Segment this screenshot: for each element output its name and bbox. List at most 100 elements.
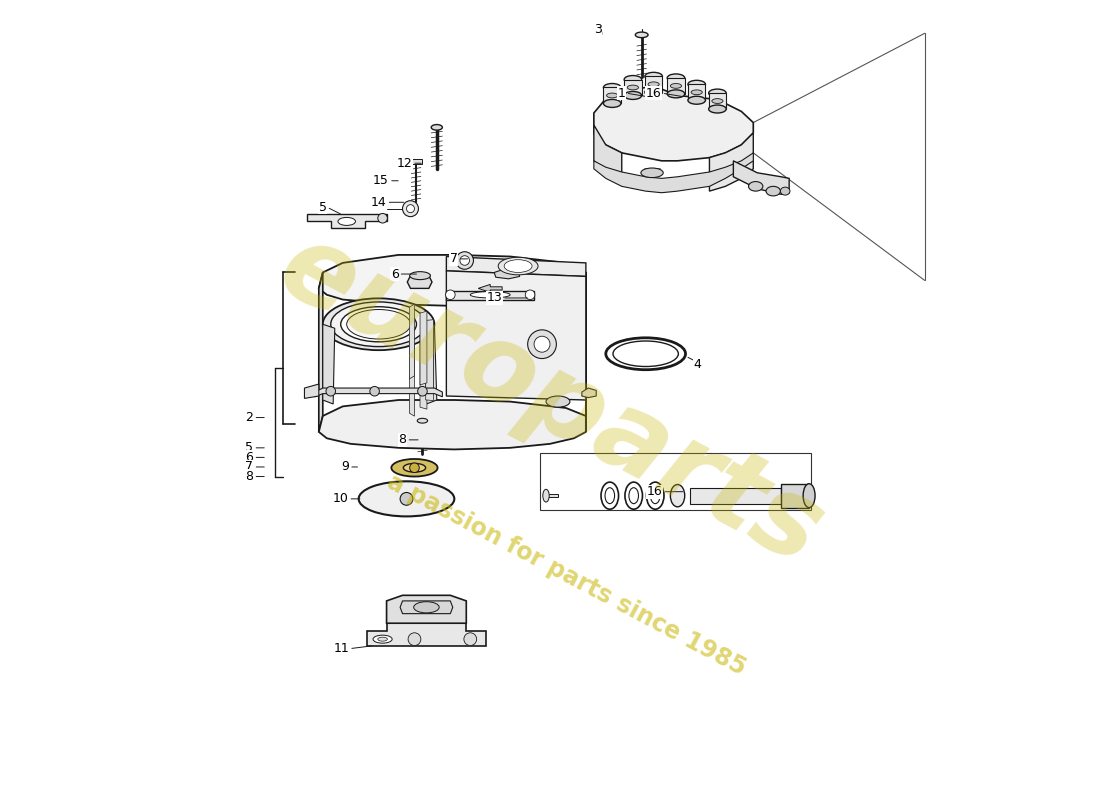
Polygon shape <box>409 342 415 416</box>
Ellipse shape <box>670 485 684 507</box>
Polygon shape <box>366 623 486 646</box>
Ellipse shape <box>604 99 622 107</box>
Ellipse shape <box>625 482 642 510</box>
Ellipse shape <box>542 490 549 502</box>
Circle shape <box>446 290 455 299</box>
Polygon shape <box>478 285 503 292</box>
Polygon shape <box>734 161 789 194</box>
Polygon shape <box>305 384 319 398</box>
Polygon shape <box>624 79 641 95</box>
Polygon shape <box>690 488 781 504</box>
Ellipse shape <box>708 105 726 113</box>
Polygon shape <box>307 214 386 228</box>
Ellipse shape <box>688 96 705 104</box>
Polygon shape <box>409 304 415 379</box>
Ellipse shape <box>780 187 790 195</box>
Ellipse shape <box>359 482 454 516</box>
Polygon shape <box>582 388 596 398</box>
Circle shape <box>407 205 415 213</box>
Ellipse shape <box>605 488 615 504</box>
Ellipse shape <box>629 488 638 504</box>
Polygon shape <box>668 78 684 94</box>
Ellipse shape <box>471 291 510 298</box>
Ellipse shape <box>691 90 702 94</box>
Ellipse shape <box>668 74 684 82</box>
Polygon shape <box>781 484 810 508</box>
Polygon shape <box>420 311 427 385</box>
Ellipse shape <box>708 89 726 97</box>
Polygon shape <box>400 601 453 614</box>
Polygon shape <box>708 93 726 109</box>
Polygon shape <box>604 87 622 103</box>
Ellipse shape <box>650 488 660 504</box>
Text: 11: 11 <box>333 642 349 655</box>
Circle shape <box>455 252 473 270</box>
Ellipse shape <box>645 72 662 80</box>
Text: 13: 13 <box>486 291 503 305</box>
Ellipse shape <box>766 186 780 196</box>
Ellipse shape <box>338 218 355 226</box>
Ellipse shape <box>645 88 662 96</box>
Ellipse shape <box>748 182 763 191</box>
Text: 9: 9 <box>341 461 349 474</box>
Text: 8: 8 <box>398 434 407 446</box>
Circle shape <box>400 493 412 506</box>
Text: 6: 6 <box>390 267 398 281</box>
Text: 16: 16 <box>647 485 662 498</box>
Text: 8: 8 <box>245 470 253 483</box>
Ellipse shape <box>624 75 641 83</box>
Polygon shape <box>594 125 621 178</box>
Text: europarts: europarts <box>261 213 839 587</box>
Polygon shape <box>688 84 705 100</box>
Polygon shape <box>386 595 466 623</box>
Ellipse shape <box>606 338 685 370</box>
Circle shape <box>460 256 470 266</box>
Ellipse shape <box>648 82 659 86</box>
Text: 4: 4 <box>694 358 702 370</box>
Text: 14: 14 <box>371 196 386 209</box>
Polygon shape <box>407 276 432 288</box>
Ellipse shape <box>498 258 538 275</box>
Ellipse shape <box>414 602 439 613</box>
Text: 3: 3 <box>594 22 602 36</box>
Circle shape <box>377 214 387 223</box>
Polygon shape <box>594 153 754 193</box>
Text: 16: 16 <box>646 86 661 99</box>
Text: a passion for parts since 1985: a passion for parts since 1985 <box>383 470 749 681</box>
Polygon shape <box>494 269 519 279</box>
Polygon shape <box>594 87 754 161</box>
Polygon shape <box>426 328 433 401</box>
Circle shape <box>409 463 419 473</box>
Ellipse shape <box>504 260 532 273</box>
Polygon shape <box>447 290 535 299</box>
Text: 7: 7 <box>450 252 458 266</box>
Ellipse shape <box>392 459 438 477</box>
Ellipse shape <box>601 482 618 510</box>
Ellipse shape <box>624 91 641 99</box>
Ellipse shape <box>627 85 638 90</box>
Polygon shape <box>447 257 586 277</box>
Bar <box>540 453 812 510</box>
Ellipse shape <box>546 396 570 407</box>
Ellipse shape <box>341 306 417 342</box>
Polygon shape <box>319 273 322 432</box>
Text: 5: 5 <box>319 201 327 214</box>
Polygon shape <box>319 400 586 450</box>
Ellipse shape <box>606 93 618 98</box>
Polygon shape <box>427 324 437 404</box>
Polygon shape <box>546 494 558 498</box>
Text: 12: 12 <box>396 157 412 170</box>
Ellipse shape <box>604 83 622 91</box>
Circle shape <box>403 201 418 217</box>
Ellipse shape <box>647 482 664 510</box>
Polygon shape <box>420 335 427 409</box>
Ellipse shape <box>322 298 434 350</box>
Text: 6: 6 <box>245 451 253 464</box>
Ellipse shape <box>431 125 442 130</box>
Ellipse shape <box>670 83 682 88</box>
Ellipse shape <box>668 90 684 98</box>
Ellipse shape <box>404 463 426 472</box>
Text: 7: 7 <box>245 461 253 474</box>
Ellipse shape <box>712 98 723 103</box>
Ellipse shape <box>417 418 428 423</box>
